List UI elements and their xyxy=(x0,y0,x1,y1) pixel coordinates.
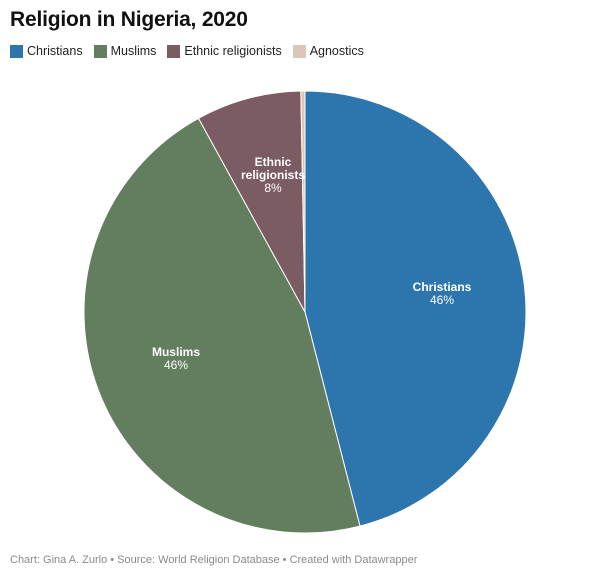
legend-label: Muslims xyxy=(110,44,157,58)
legend-label: Christians xyxy=(27,44,83,58)
legend-swatch xyxy=(292,44,306,58)
legend-swatch xyxy=(10,44,23,58)
slice-label-name: Christians xyxy=(413,280,472,294)
slice-label-value: 46% xyxy=(430,293,454,307)
legend-item-agnostics: Agnostics xyxy=(292,44,364,58)
legend-item-muslims: Muslims xyxy=(93,44,157,58)
legend-label: Agnostics xyxy=(309,44,364,58)
legend: Christians Muslims Ethnic religionists A… xyxy=(10,44,375,58)
pie-slice-agnostics xyxy=(300,90,306,313)
legend-item-ethnic-religionists: Ethnic religionists xyxy=(167,44,282,58)
slice-label-name: Muslims xyxy=(152,345,200,359)
legend-item-christians: Christians xyxy=(10,44,83,58)
pie-slice-ethnic-religionists xyxy=(197,90,306,313)
pie-slice-christians xyxy=(304,90,527,527)
slice-label-name: Ethnic xyxy=(255,155,292,169)
slice-label-value: 46% xyxy=(164,358,188,372)
legend-swatch xyxy=(93,44,107,58)
slice-label-value: 8% xyxy=(264,181,282,195)
legend-swatch xyxy=(167,44,181,58)
chart-footer: Chart: Gina A. Zurlo • Source: World Rel… xyxy=(10,554,418,566)
chart-title: Religion in Nigeria, 2020 xyxy=(10,8,248,31)
legend-label: Ethnic religionists xyxy=(184,44,282,58)
slice-label-name: religionists xyxy=(241,168,305,182)
pie-slice-muslims xyxy=(83,117,361,534)
